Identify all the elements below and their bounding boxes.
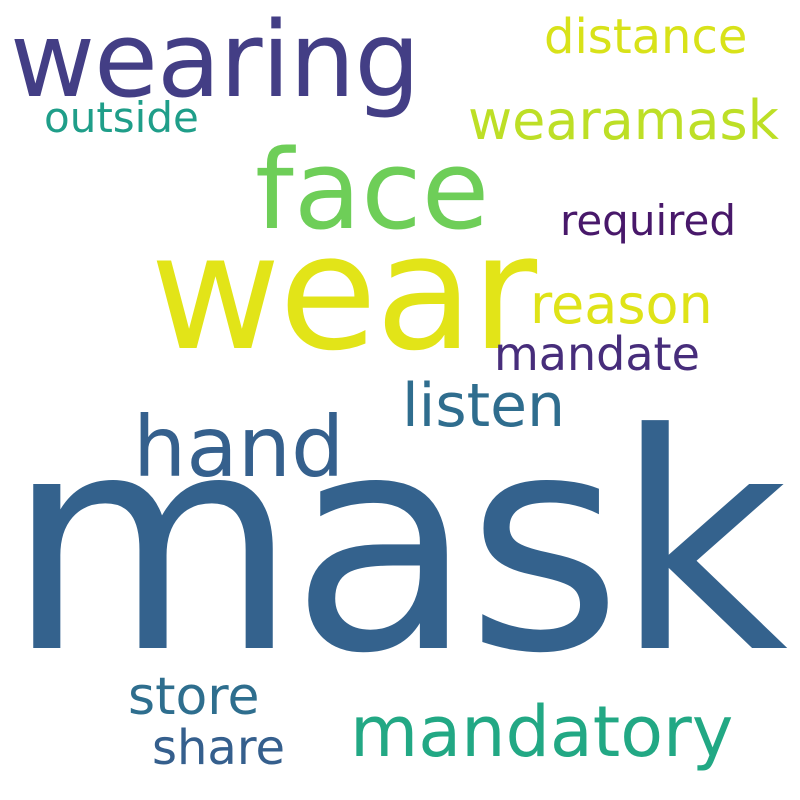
word-outside: outside — [44, 93, 199, 142]
word-required: required — [560, 196, 736, 245]
word-wearing: wearing — [10, 0, 420, 121]
word-store: store — [128, 667, 260, 727]
word-hand: hand — [133, 398, 345, 496]
word-share: share — [152, 720, 286, 776]
word-mandate: mandate — [494, 327, 700, 381]
word-mandatory: mandatory — [350, 691, 734, 773]
word-mask: mask — [6, 370, 788, 719]
word-listen: listen — [402, 371, 566, 441]
word-distance: distance — [544, 9, 748, 65]
word-wear: wear — [150, 199, 537, 386]
word-face: face — [255, 126, 490, 254]
word-reason: reason — [530, 273, 713, 336]
word-wearamask: wearamask — [468, 89, 779, 152]
